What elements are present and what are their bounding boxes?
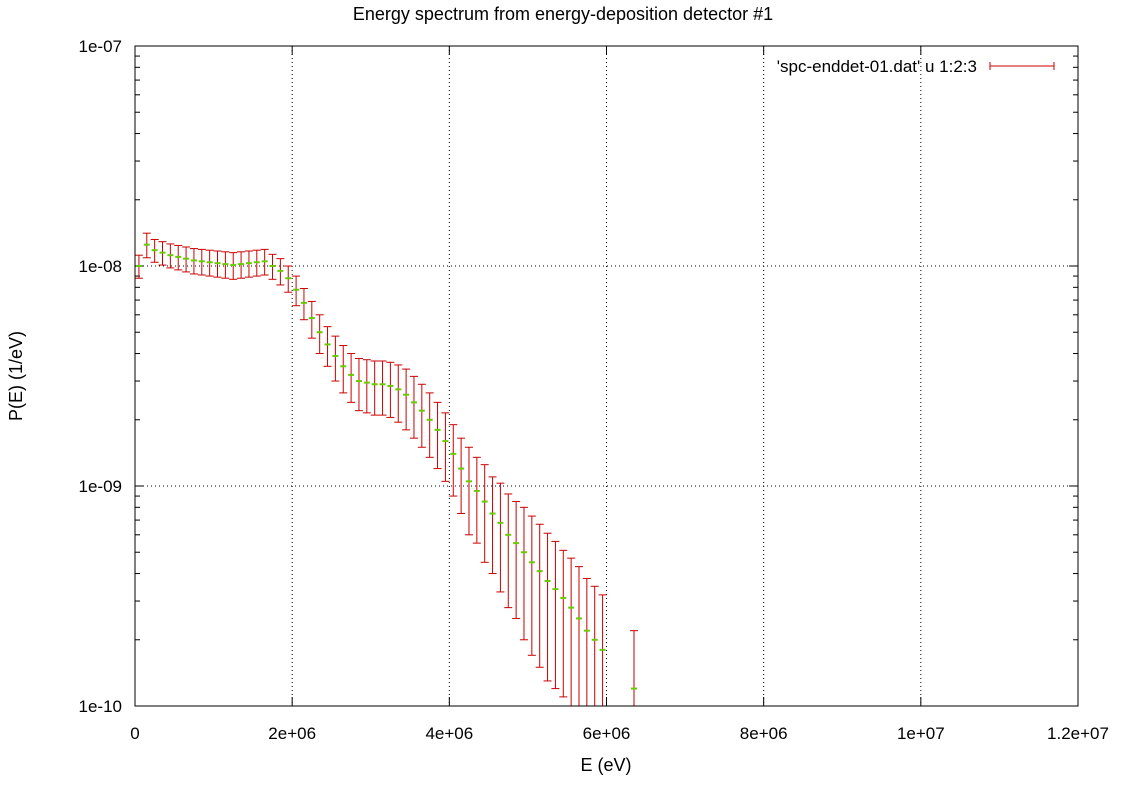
y-axis-label: P(E) (1/eV) [6,331,26,421]
data-point [559,549,568,698]
data-point [284,265,293,293]
data-point [189,248,198,275]
tick-labels: 0 2e+06 4e+06 6e+06 8e+06 1e+07 1.2e+07 1e-10 1e… [79,37,1109,743]
x-tick-label: 8e+06 [740,724,788,743]
data-point [464,446,473,536]
x-tick-label: 2e+06 [268,724,316,743]
data-point [433,401,442,470]
data-point [496,482,505,593]
data-point [472,456,481,544]
data-point [307,300,316,339]
data-point [237,251,246,279]
data-point [182,246,191,273]
data-point [590,585,599,706]
data-point [457,437,466,514]
y-tick-label: 1e-08 [79,257,122,276]
data-point [166,243,175,269]
data-point [551,540,560,690]
y-tick-label: 1e-07 [79,37,122,56]
data-point [299,288,308,321]
data-point [535,523,544,668]
data-point [276,258,285,286]
data-point [174,244,183,271]
data-point [347,353,356,403]
data-point [158,241,167,266]
data-point [394,364,403,423]
data-point [488,476,497,575]
data-point [370,360,379,416]
data-point [229,252,238,280]
data-point [449,424,458,497]
data-point [362,359,371,414]
data-point [315,314,324,355]
data-point [134,254,143,279]
data-point [512,501,521,619]
chart-grid [135,46,1078,706]
data-point [386,361,395,418]
data-point [527,515,536,656]
data-point [150,238,159,263]
data-point [567,557,576,706]
legend-sample [989,62,1055,70]
data-point [480,464,489,563]
data-point [213,250,222,278]
data-point [205,249,214,277]
x-tick-label: 4e+06 [425,724,473,743]
data-point [244,250,253,278]
data-point [441,412,450,482]
data-point [378,360,387,416]
data-point [221,251,230,279]
data-point [292,275,301,307]
x-tick-label: 1e+07 [897,724,945,743]
data-point [339,345,348,394]
data-point [331,335,340,382]
data-point [197,248,206,276]
data-point [504,493,513,609]
data-point [582,577,591,706]
legend-label: 'spc-enddet-01.dat' u 1:2:3 [777,57,977,76]
y-tick-label: 1e-10 [79,697,122,716]
data-point [630,630,639,706]
data-point [142,232,151,259]
data-point [574,566,583,706]
data-point [323,326,332,367]
data-point [543,532,552,682]
data-point [354,357,363,412]
x-tick-label: 6e+06 [583,724,631,743]
chart-ticks [134,45,1079,707]
data-point [417,383,426,448]
chart-title: Energy spectrum from energy-deposition d… [353,4,773,24]
x-tick-label: 0 [130,724,139,743]
data-point [252,249,261,277]
legend: 'spc-enddet-01.dat' u 1:2:3 [777,57,1055,76]
data-point [260,248,269,276]
data-point [425,392,434,458]
data-point [402,368,411,431]
y-tick-label: 1e-09 [79,477,122,496]
data-point [519,506,528,641]
data-point [409,375,418,439]
x-tick-label: 1.2e+07 [1047,724,1109,743]
data-point [268,253,277,280]
x-axis-label: E (eV) [580,755,631,775]
plot-frame [134,45,1079,707]
data-point [598,594,607,706]
chart-series [134,232,639,706]
